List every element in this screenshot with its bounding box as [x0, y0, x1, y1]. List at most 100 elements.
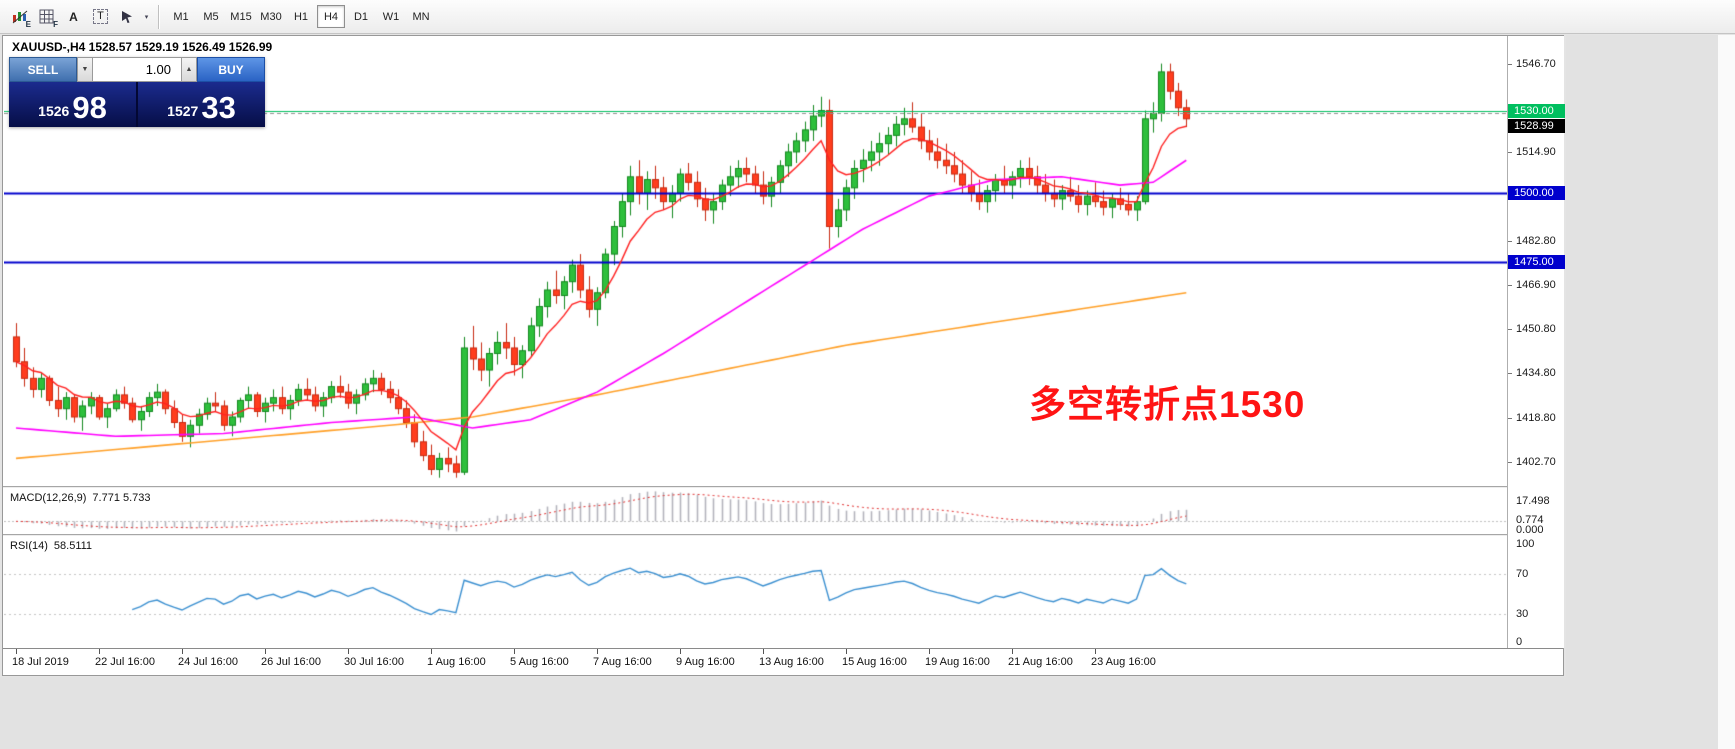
price-scale-label: 1434.80: [1516, 367, 1556, 379]
macd-scale-label: 0.000: [1516, 524, 1544, 536]
rsi-title: RSI(14): [10, 540, 48, 552]
pane-splitter[interactable]: [3, 486, 1563, 489]
volume-input[interactable]: [93, 57, 181, 82]
time-axis-tick: [265, 649, 266, 654]
time-axis-label: 24 Jul 16:00: [178, 656, 238, 668]
icon-sub-e: E: [25, 20, 31, 29]
price-scale-tick: [1508, 418, 1512, 419]
cursor-tool-button[interactable]: [114, 4, 141, 29]
top-toolbar: E F A T ▾ M1 M5 M15 M30 H1 H4 D1 W1 MN: [0, 0, 1735, 34]
macd-scale-label: 17.498: [1516, 495, 1550, 507]
rsi-scale-label: 100: [1516, 538, 1535, 550]
time-axis-tick: [846, 649, 847, 654]
price-badge-1475.00: 1475.00: [1508, 255, 1565, 269]
time-axis-label: 19 Aug 16:00: [925, 656, 990, 668]
time-axis-label: 21 Aug 16:00: [1008, 656, 1073, 668]
volume-decrease-button[interactable]: ▼: [77, 57, 93, 82]
timeframe-mn[interactable]: MN: [407, 5, 435, 28]
sell-price-main: 1526: [38, 103, 70, 119]
sell-price-pips: 98: [72, 89, 107, 125]
price-scale-tick: [1508, 329, 1512, 330]
time-axis-label: 23 Aug 16:00: [1091, 656, 1156, 668]
toolbar-separator: [158, 4, 160, 29]
macd-label: MACD(12,26,9) 7.771 5.733: [10, 492, 151, 504]
price-divider: [136, 82, 138, 127]
time-axis-label: 7 Aug 16:00: [593, 656, 652, 668]
timeframe-m30[interactable]: M30: [257, 5, 285, 28]
macd-values: 7.771 5.733: [92, 492, 151, 504]
price-scale-label: 1402.70: [1516, 456, 1556, 468]
price-scale[interactable]: 1546.70 1514.90 1482.80 1466.90 1450.80 1434.…: [1507, 36, 1565, 648]
price-scale-label: 1466.90: [1516, 279, 1556, 291]
price-scale-tick: [1508, 241, 1512, 242]
time-axis-tick: [348, 649, 349, 654]
chart-header: XAUUSD-,H4 1528.57 1529.19 1526.49 1526.…: [12, 40, 273, 54]
time-axis-tick: [514, 649, 515, 654]
icon-sub-f: F: [53, 20, 58, 29]
macd-title: MACD(12,26,9): [10, 492, 87, 504]
volume-increase-button[interactable]: ▲: [181, 57, 197, 82]
chart-window-xauusd-h4: XAUUSD-,H4 1528.57 1529.19 1526.49 1526.…: [2, 35, 1565, 676]
timeframe-m5[interactable]: M5: [197, 5, 225, 28]
timeframe-d1[interactable]: D1: [347, 5, 375, 28]
time-axis-label: 5 Aug 16:00: [510, 656, 569, 668]
price-scale-tick: [1508, 152, 1512, 153]
time-axis-label: 13 Aug 16:00: [759, 656, 824, 668]
time-axis-label: 15 Aug 16:00: [842, 656, 907, 668]
rsi-value: 58.5111: [53, 540, 93, 552]
price-scale-tick: [1508, 462, 1512, 463]
buy-price[interactable]: 1527 33: [138, 82, 265, 127]
time-axis-label: 1 Aug 16:00: [427, 656, 486, 668]
rsi-indicator-canvas[interactable]: [4, 537, 1507, 648]
time-axis-tick: [182, 649, 183, 654]
timeframe-h1[interactable]: H1: [287, 5, 315, 28]
time-axis-label: 18 Jul 2019: [12, 656, 69, 668]
time-axis-tick: [929, 649, 930, 654]
timeframe-h4[interactable]: H4: [317, 5, 345, 28]
time-axis-tick: [99, 649, 100, 654]
time-axis-label: 22 Jul 16:00: [95, 656, 155, 668]
macd-indicator-canvas[interactable]: [4, 489, 1507, 534]
macd-scale-label: 0.774: [1516, 514, 1544, 526]
buy-button[interactable]: BUY: [197, 57, 265, 82]
pane-splitter[interactable]: [3, 534, 1563, 537]
buy-price-pips: 33: [201, 89, 236, 125]
grid-icon[interactable]: F: [33, 4, 60, 29]
price-scale-label: 1418.80: [1516, 412, 1556, 424]
time-axis-label: 9 Aug 16:00: [676, 656, 735, 668]
sell-price[interactable]: 1526 98: [9, 82, 136, 127]
price-scale-label: 1482.80: [1516, 235, 1556, 247]
text-label-tool-button[interactable]: T: [87, 4, 114, 29]
time-axis-tick: [431, 649, 432, 654]
text-tool-glyph: T: [93, 9, 108, 24]
time-axis-tick: [680, 649, 681, 654]
trade-panel-prices: 1526 98 1527 33: [9, 82, 265, 127]
chart-objects-icon[interactable]: E: [6, 4, 33, 29]
rsi-scale-label: 70: [1516, 568, 1529, 580]
cursor-tool-dropdown[interactable]: ▾: [141, 4, 152, 29]
trade-panel-controls: SELL ▼ ▲ BUY: [9, 57, 265, 82]
time-axis[interactable]: 18 Jul 2019 22 Jul 16:00 24 Jul 16:00 26 Ju…: [3, 648, 1563, 675]
price-scale-tick: [1508, 373, 1512, 374]
timeframe-button-group: M1 M5 M15 M30 H1 H4 D1 W1 MN: [166, 5, 436, 28]
one-click-trading-panel: SELL ▼ ▲ BUY 1526 98 1527 33: [9, 57, 265, 127]
time-axis-label: 30 Jul 16:00: [344, 656, 404, 668]
timeframe-w1[interactable]: W1: [377, 5, 405, 28]
time-axis-tick: [16, 649, 17, 654]
price-badge-1500.00: 1500.00: [1508, 186, 1565, 200]
price-scale-label: 1546.70: [1516, 58, 1556, 70]
grid-glyph-icon: [39, 9, 54, 24]
time-axis-tick: [1095, 649, 1096, 654]
font-tool-button[interactable]: A: [60, 4, 87, 29]
timeframe-m15[interactable]: M15: [227, 5, 255, 28]
bottom-empty-area: [0, 677, 1566, 749]
rsi-scale-label: 0: [1516, 636, 1523, 648]
time-axis-tick: [1012, 649, 1013, 654]
annotation-text-1530: 多空转折点1530: [1029, 384, 1306, 425]
timeframe-m1[interactable]: M1: [167, 5, 195, 28]
rsi-scale-label: 30: [1516, 608, 1529, 620]
sell-button[interactable]: SELL: [9, 57, 77, 82]
buy-price-main: 1527: [167, 103, 199, 119]
cursor-arrow-icon: [122, 11, 132, 23]
time-axis-label: 26 Jul 16:00: [261, 656, 321, 668]
